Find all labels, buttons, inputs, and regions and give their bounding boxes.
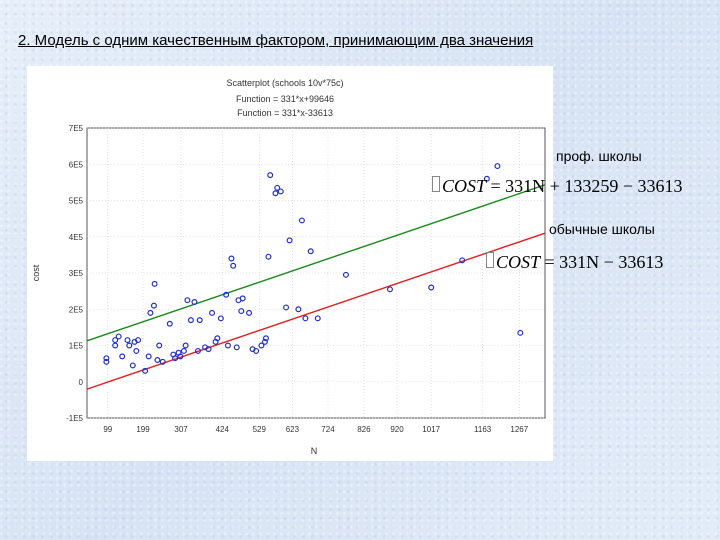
missing-glyph-icon [432,176,440,192]
y-tick-label: 7E5 [69,124,84,133]
x-tick-label: 920 [390,425,404,434]
x-axis-label: N [311,446,318,456]
formula-prof-lhs: COST [442,176,486,196]
x-tick-label: 199 [136,425,150,434]
y-tick-label: 3E5 [69,269,84,278]
formula-prof: COST = 331N + 133259 − 33613 [432,176,682,197]
y-tick-label: 2E5 [69,305,84,314]
x-tick-label: 826 [357,425,371,434]
y-tick-label: 1E5 [69,342,84,351]
chart-function-1: Function = 331*x+99646 [236,94,334,104]
slide-title: 2. Модель с одним качественным фактором,… [18,32,533,49]
scatterplot-svg: Scatterplot (schools 10v*75c) Function =… [27,66,553,461]
y-tick-label: 4E5 [69,233,84,242]
scatterplot-panel: Scatterplot (schools 10v*75c) Function =… [27,66,553,461]
y-tick-label: 6E5 [69,160,84,169]
label-regular-schools: обычные школы [549,221,655,237]
missing-glyph-icon [486,252,494,268]
y-tick-label: -1E5 [66,414,83,423]
x-tick-label: 99 [103,425,112,434]
y-tick-label: 0 [79,378,84,387]
chart-title: Scatterplot (schools 10v*75c) [226,78,343,88]
y-axis-label: cost [31,264,41,281]
formula-prof-rhs: = 331N + 133259 − 33613 [491,176,683,196]
y-tick-label: 5E5 [69,197,84,206]
chart-function-2: Function = 331*x-33613 [237,108,333,118]
x-tick-label: 529 [253,425,267,434]
formula-reg-rhs: = 331N − 33613 [545,252,664,272]
x-tick-label: 307 [174,425,188,434]
label-prof-schools: проф. школы [556,148,642,164]
formula-reg-lhs: COST [496,252,540,272]
x-tick-label: 623 [286,425,300,434]
x-tick-label: 424 [216,425,230,434]
formula-regular: COST = 331N − 33613 [486,252,663,273]
x-tick-label: 1017 [422,425,440,434]
x-tick-label: 1163 [474,425,492,434]
x-tick-label: 724 [321,425,335,434]
x-tick-label: 1267 [510,425,528,434]
